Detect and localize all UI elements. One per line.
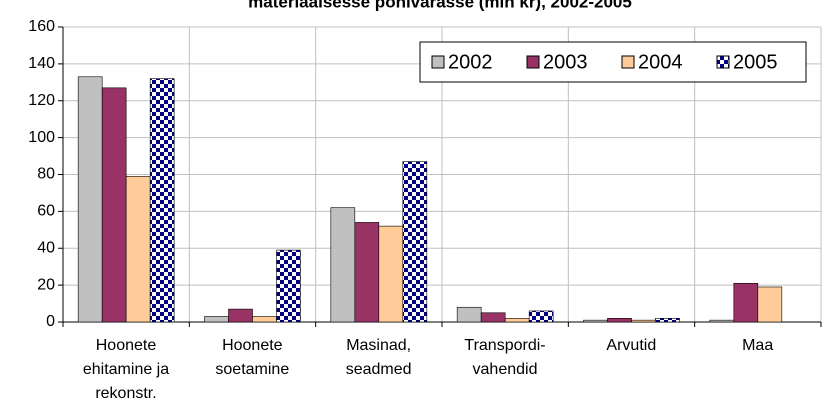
chart-title: materiaalsesse põhivarasse (mln kr), 200…	[248, 0, 632, 11]
x-tick-label: Hoonete ehitamine ja rekonstr.	[82, 337, 170, 402]
bar	[607, 318, 632, 323]
bar	[149, 78, 175, 323]
bar	[757, 286, 783, 323]
bar	[480, 312, 506, 323]
bar	[330, 207, 356, 323]
y-tick-label: 100	[28, 129, 55, 146]
legend-swatch	[621, 55, 635, 69]
legend-box	[419, 41, 807, 83]
bar	[354, 222, 380, 323]
bar	[101, 87, 127, 323]
bar	[125, 176, 151, 323]
bar	[378, 225, 404, 323]
legend-swatch	[431, 55, 445, 69]
y-tick-label: 80	[37, 166, 55, 183]
x-tick-label: Arvutid	[606, 337, 657, 354]
legend-label: 2003	[543, 51, 588, 73]
bar	[709, 319, 735, 323]
bar	[655, 318, 680, 323]
bar	[733, 282, 759, 323]
y-tick-label: 140	[28, 55, 55, 72]
bar	[528, 310, 554, 323]
bar	[402, 161, 428, 323]
x-tick-label: Masinad, seadmed	[345, 337, 412, 378]
legend-label: 2005	[733, 51, 778, 73]
bar	[276, 249, 301, 323]
bar	[583, 319, 608, 323]
bar	[77, 76, 103, 323]
bar	[252, 316, 277, 323]
legend-swatch	[526, 55, 540, 69]
legend-swatch	[716, 55, 730, 69]
y-tick-label: 0	[46, 313, 55, 330]
bar	[504, 318, 530, 323]
y-tick-label: 160	[28, 18, 55, 35]
bar	[204, 316, 229, 323]
y-tick-label: 60	[37, 203, 55, 220]
bar	[631, 319, 656, 323]
legend-label: 2002	[448, 51, 493, 73]
y-tick-label: 120	[28, 92, 55, 109]
x-tick-label: Transpordi- vahendid	[464, 337, 546, 378]
y-tick-label: 20	[37, 276, 55, 293]
y-tick-label: 40	[37, 239, 55, 256]
x-tick-label: Maa	[742, 337, 774, 354]
x-tick-label: Hoonete soetamine	[215, 337, 290, 378]
legend-label: 2004	[638, 51, 683, 73]
bar	[228, 308, 253, 323]
bar	[456, 306, 482, 323]
